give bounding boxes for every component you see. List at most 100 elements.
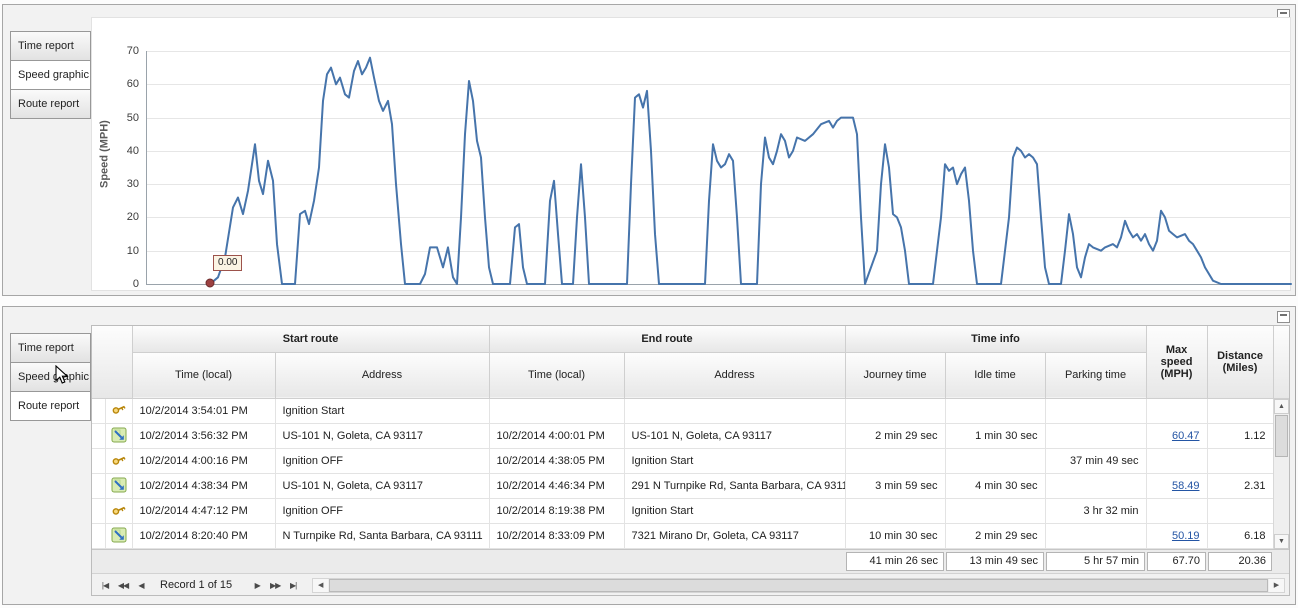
row-indicator xyxy=(92,498,106,524)
scroll-right-icon[interactable]: ▶ xyxy=(1269,578,1284,592)
table-row[interactable]: 10/2/2014 4:00:16 PM Ignition OFF 10/2/201… xyxy=(92,448,1273,474)
tab-route-report[interactable]: Route report xyxy=(10,89,91,119)
route-icon xyxy=(111,427,127,446)
cell xyxy=(945,498,1046,524)
group-header-start-route[interactable]: Start route xyxy=(132,326,490,353)
row-indicator xyxy=(92,398,106,424)
cell: Ignition OFF xyxy=(275,498,490,524)
next-page-button[interactable]: ▶▶ xyxy=(270,580,281,590)
cell xyxy=(945,448,1046,474)
summary-journey-time: 41 min 26 sec xyxy=(846,552,944,571)
tab-speed-graphic[interactable]: Speed graphic xyxy=(10,60,91,90)
summary-distance: 20.36 xyxy=(1208,552,1272,571)
table-row[interactable]: 10/2/2014 4:38:34 PM US-101 N, Goleta, CA… xyxy=(92,473,1273,499)
cell: US-101 N, Goleta, CA 93117 xyxy=(624,423,846,449)
cell xyxy=(845,398,946,424)
column-header-max-speed[interactable]: Max speed (MPH) xyxy=(1146,326,1208,399)
route-report-grid: Start route End route Time info Max spee… xyxy=(91,325,1290,596)
cell xyxy=(1045,398,1147,424)
max-speed-link[interactable]: 60.47 xyxy=(1171,430,1200,442)
prev-page-button[interactable]: ◀◀ xyxy=(117,580,129,590)
speed-graphic-panel: Time report Speed graphic Route report S… xyxy=(2,4,1296,296)
column-header-end-address[interactable]: Address xyxy=(624,352,846,399)
cell: Ignition Start xyxy=(624,498,846,524)
column-header-start-address[interactable]: Address xyxy=(275,352,490,399)
cell: 1.12 xyxy=(1207,423,1273,449)
cell: US-101 N, Goleta, CA 93117 xyxy=(275,423,490,449)
row-icon-cell xyxy=(105,523,133,549)
horizontal-scrollbar: ◀ ▶ xyxy=(312,577,1285,593)
blank-header xyxy=(92,326,133,399)
y-tick-label: 10 xyxy=(126,244,139,257)
cell: 10/2/2014 4:00:01 PM xyxy=(489,423,625,449)
grid-header-table: Start route End route Time info Max spee… xyxy=(92,326,1274,399)
scroll-left-icon[interactable]: ◀ xyxy=(313,578,329,592)
tab-route-report[interactable]: Route report xyxy=(10,391,91,421)
column-header-distance[interactable]: Distance (Miles) xyxy=(1207,326,1274,399)
cell: 3 min 59 sec xyxy=(845,473,946,499)
scrollbar-thumb[interactable] xyxy=(1275,415,1288,457)
cell: 10/2/2014 4:00:16 PM xyxy=(132,448,276,474)
row-indicator xyxy=(92,423,106,449)
table-row[interactable]: 10/2/2014 3:54:01 PM Ignition Start xyxy=(92,398,1273,424)
cell xyxy=(489,398,625,424)
row-indicator xyxy=(92,448,106,474)
route-icon xyxy=(111,477,127,496)
max-speed-link[interactable]: 58.49 xyxy=(1171,480,1200,492)
max-speed-link[interactable]: 50.19 xyxy=(1171,530,1200,542)
table-row[interactable]: 10/2/2014 8:20:40 PM N Turnpike Rd, Santa… xyxy=(92,523,1273,549)
last-record-button[interactable]: ▶| xyxy=(290,580,297,590)
column-header-start-time[interactable]: Time (local) xyxy=(132,352,276,399)
header-filler xyxy=(1273,326,1289,399)
cell xyxy=(624,398,846,424)
mouse-cursor-icon xyxy=(55,365,69,384)
cell xyxy=(945,398,1046,424)
cell: 291 N Turnpike Rd, Santa Barbara, CA 931… xyxy=(624,473,846,499)
cell xyxy=(1146,498,1208,524)
cell: 10/2/2014 4:46:34 PM xyxy=(489,473,625,499)
gridline xyxy=(147,117,1291,119)
table-row[interactable]: 10/2/2014 3:56:32 PM US-101 N, Goleta, CA… xyxy=(92,423,1273,449)
column-header-journey-time[interactable]: Journey time xyxy=(845,352,946,399)
group-header-time-info[interactable]: Time info xyxy=(845,326,1147,353)
cell xyxy=(1207,398,1273,424)
prev-record-button[interactable]: ◀ xyxy=(138,580,144,590)
table-row[interactable]: 10/2/2014 4:47:12 PM Ignition OFF 10/2/201… xyxy=(92,498,1273,524)
row-indicator xyxy=(92,523,106,549)
tab-speed-graphic[interactable]: Speed graphic xyxy=(10,362,91,392)
scroll-up-icon[interactable]: ▲ xyxy=(1274,399,1289,414)
grid-rows-viewport: 10/2/2014 3:54:01 PM Ignition Start 10/2/2… xyxy=(92,398,1273,549)
tab-time-report[interactable]: Time report xyxy=(10,31,91,61)
gridline xyxy=(147,250,1291,252)
cell xyxy=(1207,448,1273,474)
cell: 10/2/2014 4:38:05 PM xyxy=(489,448,625,474)
start-marker-point xyxy=(205,278,215,288)
collapse-panel-icon[interactable] xyxy=(1277,311,1290,323)
tab-time-report[interactable]: Time report xyxy=(10,333,91,363)
cell: 4 min 30 sec xyxy=(945,473,1046,499)
cell: US-101 N, Goleta, CA 93117 xyxy=(275,473,490,499)
row-icon-cell xyxy=(105,398,133,424)
y-axis-ticks: 0 10 20 30 40 50 60 70 xyxy=(105,45,139,290)
column-header-end-time[interactable]: Time (local) xyxy=(489,352,625,399)
gridline xyxy=(147,51,1291,52)
scroll-down-icon[interactable]: ▼ xyxy=(1274,534,1289,549)
group-header-end-route[interactable]: End route xyxy=(489,326,846,353)
cell: 10/2/2014 4:47:12 PM xyxy=(132,498,276,524)
y-tick-label: 0 xyxy=(132,278,139,290)
first-record-button[interactable]: |◀ xyxy=(101,580,109,590)
gridline xyxy=(147,84,1291,86)
record-navigator: |◀ ◀◀ ◀ Record 1 of 15 ▶ ▶▶ ▶| ◀ ▶ xyxy=(92,573,1289,595)
column-header-parking-time[interactable]: Parking time xyxy=(1045,352,1147,399)
y-tick-label: 60 xyxy=(126,78,139,91)
scrollbar-thumb[interactable] xyxy=(329,578,1268,592)
cell: 10/2/2014 4:38:34 PM xyxy=(132,473,276,499)
y-tick-label: 20 xyxy=(126,211,139,224)
cell: 6.18 xyxy=(1207,523,1273,549)
gridline xyxy=(147,217,1291,219)
y-tick-label: 50 xyxy=(126,111,139,124)
cell: 50.19 xyxy=(1146,523,1208,549)
column-header-idle-time[interactable]: Idle time xyxy=(945,352,1046,399)
cell xyxy=(1045,423,1147,449)
next-record-button[interactable]: ▶ xyxy=(254,580,261,590)
